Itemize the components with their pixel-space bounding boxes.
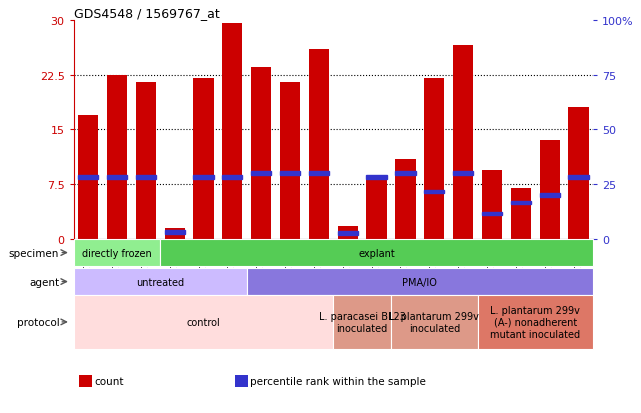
Text: percentile rank within the sample: percentile rank within the sample xyxy=(250,376,426,386)
Bar xyxy=(540,194,560,197)
Bar xyxy=(107,75,127,240)
Text: PMA/IO: PMA/IO xyxy=(403,277,437,287)
Bar xyxy=(511,188,531,240)
Bar xyxy=(222,176,242,179)
Bar xyxy=(333,295,391,349)
Text: control: control xyxy=(187,317,221,327)
Bar xyxy=(478,295,593,349)
Text: protocol: protocol xyxy=(17,317,60,327)
Text: L. paracasei BL23
inoculated: L. paracasei BL23 inoculated xyxy=(319,311,406,333)
Text: L. plantarum 299v
inoculated: L. plantarum 299v inoculated xyxy=(389,311,479,333)
Bar xyxy=(309,172,329,176)
Bar xyxy=(280,83,300,240)
Text: L. plantarum 299v
(A-) nonadherent
mutant inoculated: L. plantarum 299v (A-) nonadherent mutan… xyxy=(490,306,580,339)
Bar xyxy=(78,116,98,240)
Bar xyxy=(235,375,247,387)
Bar xyxy=(74,240,160,266)
Bar xyxy=(569,176,588,179)
Bar xyxy=(222,24,242,240)
Bar xyxy=(74,268,247,295)
Bar xyxy=(338,232,358,235)
Bar xyxy=(247,268,593,295)
Bar xyxy=(160,240,593,266)
Bar xyxy=(453,46,473,240)
Text: untreated: untreated xyxy=(136,277,185,287)
Bar xyxy=(338,226,358,240)
Bar xyxy=(194,79,213,240)
Bar xyxy=(251,172,271,176)
Bar xyxy=(74,295,333,349)
Text: directly frozen: directly frozen xyxy=(82,248,152,258)
Text: count: count xyxy=(94,376,124,386)
Bar xyxy=(540,141,560,240)
Bar xyxy=(251,68,271,240)
Bar xyxy=(395,172,415,176)
Bar xyxy=(194,176,213,179)
Bar xyxy=(569,108,588,240)
Bar xyxy=(391,295,478,349)
Bar xyxy=(482,212,502,216)
Bar xyxy=(165,229,185,240)
Text: agent: agent xyxy=(29,277,60,287)
Bar xyxy=(453,172,473,176)
Bar xyxy=(367,178,387,240)
Text: specimen: specimen xyxy=(9,248,60,258)
Bar xyxy=(165,230,185,234)
Bar xyxy=(107,176,127,179)
Bar xyxy=(136,176,156,179)
Bar xyxy=(367,176,387,179)
Bar xyxy=(424,79,444,240)
Bar xyxy=(482,170,502,240)
Bar xyxy=(136,83,156,240)
Bar xyxy=(424,190,444,194)
Bar xyxy=(309,50,329,240)
Bar xyxy=(79,375,92,387)
Bar xyxy=(395,159,415,240)
Text: GDS4548 / 1569767_at: GDS4548 / 1569767_at xyxy=(74,7,219,19)
Text: explant: explant xyxy=(358,248,395,258)
Bar xyxy=(78,176,98,179)
Bar xyxy=(280,172,300,176)
Bar xyxy=(511,201,531,205)
